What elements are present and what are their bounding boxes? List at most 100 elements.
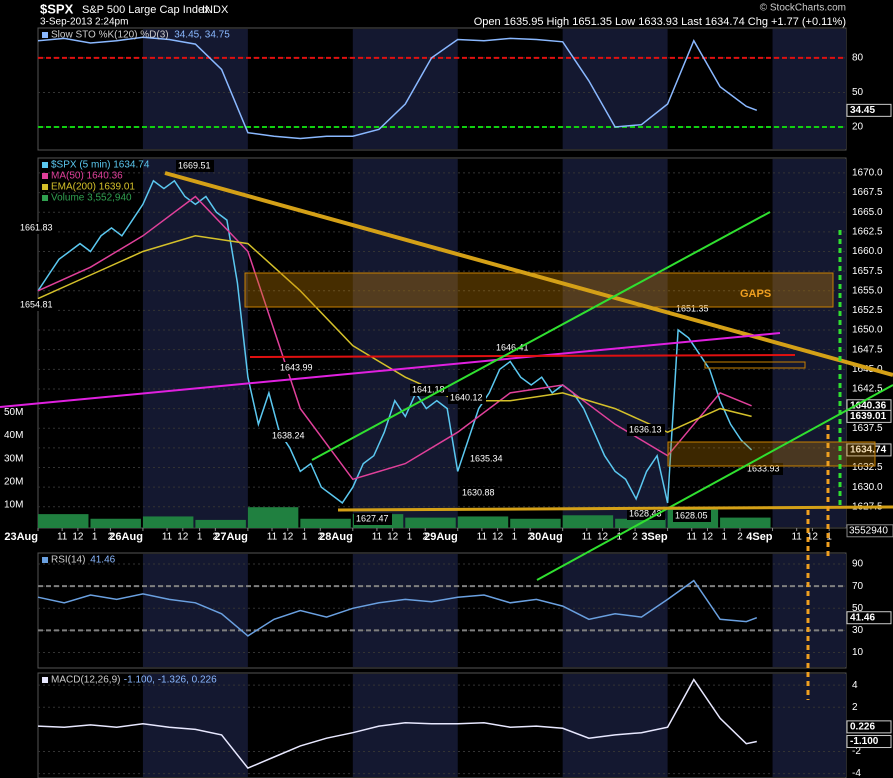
legend-text: EMA(200) 1639.01 [51,182,135,193]
x-tick-label: 12 [597,532,609,543]
volume-bar [405,517,456,528]
x-tick-label: 1 [721,532,727,543]
session-band [142,29,248,149]
index-name: S&P 500 Large Cap Index [82,4,210,16]
value-badge: 41.46 [850,612,875,623]
y-tick-label: 70 [852,581,864,592]
volume-bar [142,516,194,528]
series-line [37,678,757,770]
legend-text: MACD(12,26,9) [51,675,120,686]
y-tick-label: 50 [852,87,864,98]
annotation-bg [674,303,712,315]
x-tick-label: 2 [422,532,428,543]
volume-bar [38,514,89,528]
value-badge: 1639.01 [850,411,887,422]
legend-text: Volume 3,552,940 [51,193,132,204]
legend-swatch [42,677,48,683]
x-tick-label: 12 [282,532,294,543]
value-badge: -1.100 [850,736,879,747]
value-badge: 1640.36 [850,400,887,411]
session-band [772,29,846,149]
badge-bg [846,524,893,538]
date: 3-Sep-2013 2:24pm [40,17,128,28]
price-annotation: 1627.47 [356,513,389,523]
x-tick-label: 12 [492,532,504,543]
volume-badge: 3552940 [849,525,888,536]
price-annotation: 1633.93 [747,463,780,473]
trendlines: GAPS [0,171,893,700]
legend-text: Slow STO %K(120) %D(3) [51,30,169,41]
y-tick-label: 10 [852,647,864,658]
y-tick-label: 1670.0 [852,168,883,179]
price-annotation: 1661.83 [20,222,53,232]
x-tick-label: 11 [267,532,278,543]
y2-tick-label: 30M [4,453,23,464]
legend-readout: 34.45, 34.75 [174,30,230,41]
gaps-label: GAPS [740,288,771,300]
volume-bar [90,518,141,528]
y2-tick-label: 40M [4,430,23,441]
trendline [536,384,893,581]
x-tick-label: 11 [162,532,173,543]
annotation-bg [270,430,308,442]
trendline [0,332,781,408]
legend-text: MA(50) 1640.36 [51,171,123,182]
annotation-bg [354,513,392,525]
gap-box [667,441,876,467]
legend-swatch [42,184,48,190]
gap-box [704,361,806,369]
y2-tick-label: 50M [4,407,23,418]
annotation-bg [176,160,214,172]
y-tick-label: 1637.5 [852,423,883,434]
series-line [37,195,752,481]
volume-bar [457,516,509,528]
session-band [772,674,846,777]
price-annotation: 1638.24 [272,430,305,440]
series-line [37,579,758,637]
exchange: INDX [202,4,229,16]
trendline [249,354,796,358]
trendline [337,505,893,512]
badge-bg [846,735,892,749]
y-tick-label: -2 [852,746,861,757]
x-tick-label: 11 [57,532,68,543]
y-tick-label: 1662.5 [852,226,883,237]
value-badge: 34.45 [850,105,875,116]
y-tick-label: 1660.0 [852,246,883,257]
gap-box [244,272,834,308]
session-band [352,29,458,149]
annotation-bg [448,392,486,404]
volume-bar [195,519,246,528]
badge-bg [846,720,892,734]
x-tick-label: 12 [387,532,399,543]
y2-tick-label: 10M [4,500,23,511]
y-tick-label: 1665.0 [852,207,883,218]
badge-bg [846,409,892,423]
y-tick-label: 1657.5 [852,266,883,277]
legend-text: $SPX (5 min) 1634.74 [51,160,150,171]
y-tick-label: -4 [852,768,861,778]
price-annotation: 1636.13 [629,424,662,434]
legend-swatch [42,195,48,201]
panels: 20 50 80 Slow STO %K(120) %D(3) 34.45, 34.75… [4,27,893,778]
session-band [562,674,668,777]
price-annotation: 1669.51 [178,160,211,170]
annotation-bg [627,508,665,520]
x-tick-label: 11 [791,532,802,543]
y-tick-label: 20 [852,122,864,133]
x-tick-label: 2 [527,532,533,543]
x-tick-label: 11 [582,532,593,543]
y-tick-label: 1650.0 [852,325,883,336]
volume-bar [247,507,299,528]
price-annotation: 1651.35 [676,303,709,313]
x-tick-label: 2 [737,532,743,543]
x-tick-label: 28Aug [319,531,353,543]
y-tick-label: 80 [852,53,864,64]
legend-swatch [42,557,48,563]
badge-bg [846,443,892,457]
x-tick-label: 4Sep [746,531,773,543]
y-tick-label: 50 [852,603,864,614]
series-line [37,179,753,504]
y-tick-label: 1630.0 [852,482,883,493]
y-tick-label: 30 [852,625,864,636]
